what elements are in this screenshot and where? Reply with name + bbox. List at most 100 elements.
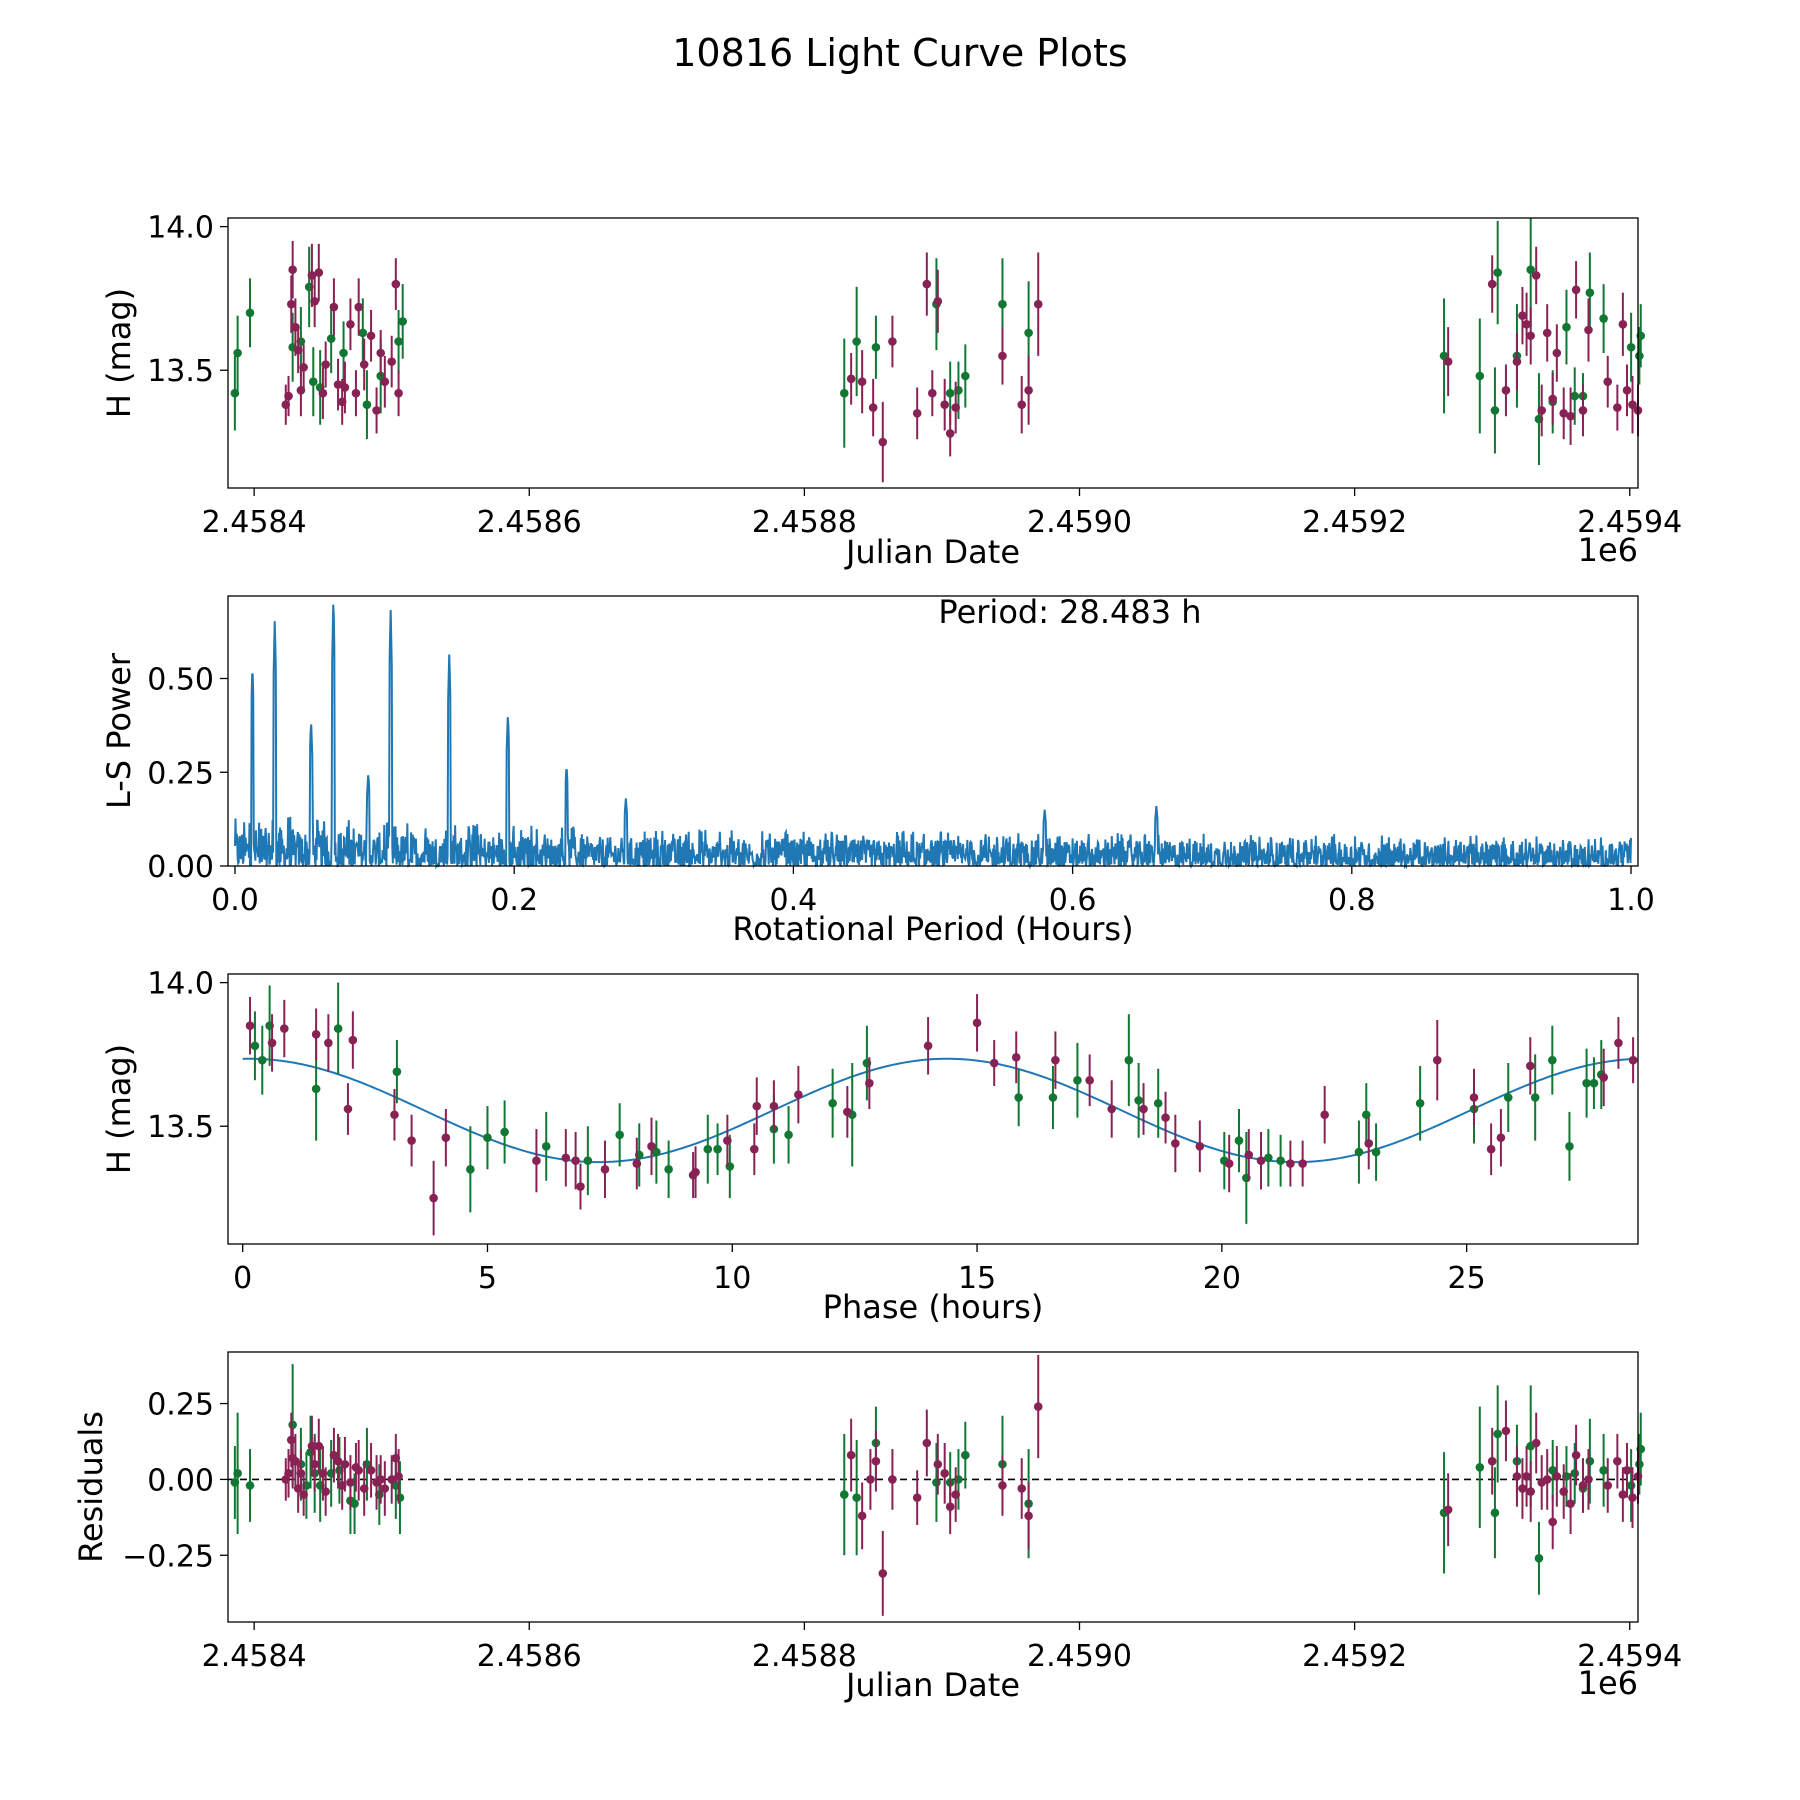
x-tick-label: 0.6 bbox=[1049, 883, 1097, 918]
data-point bbox=[541, 1142, 551, 1151]
data-point bbox=[250, 1041, 260, 1051]
data-point bbox=[324, 1038, 333, 1048]
data-point bbox=[466, 1165, 475, 1174]
residuals-x-ticks: 2.4584 2.4586 2.4588 2.4590 2.4592 2.4594 bbox=[202, 1622, 1682, 1674]
data-point bbox=[1011, 1052, 1021, 1062]
data-point bbox=[713, 1144, 722, 1154]
phased-y-ticks: 13.5 14.0 bbox=[147, 967, 228, 1145]
data-point bbox=[407, 1136, 416, 1145]
lightcurve-x-label: Julian Date bbox=[844, 533, 1020, 571]
data-point bbox=[311, 1084, 321, 1094]
data-point bbox=[1635, 1459, 1644, 1469]
data-point bbox=[284, 391, 293, 401]
data-point bbox=[1503, 1093, 1513, 1102]
period-annotation: Period: 28.483 h bbox=[938, 593, 1201, 631]
data-point bbox=[615, 1130, 624, 1140]
data-point bbox=[1371, 1147, 1381, 1157]
data-point bbox=[878, 437, 888, 447]
x-tick-label: 2.4588 bbox=[752, 1639, 857, 1674]
data-point bbox=[288, 265, 297, 275]
data-point bbox=[945, 1502, 955, 1512]
x-tick-label: 20 bbox=[1203, 1261, 1241, 1296]
y-tick-label: 13.5 bbox=[147, 354, 214, 389]
data-point bbox=[1626, 342, 1636, 352]
x-tick-label: 0.2 bbox=[490, 883, 538, 918]
data-point bbox=[652, 1147, 661, 1157]
data-point bbox=[1486, 1144, 1496, 1154]
data-point bbox=[839, 388, 849, 398]
data-point bbox=[1033, 299, 1043, 309]
fit-curve bbox=[242, 1057, 1638, 1164]
phased-frame bbox=[227, 973, 1639, 1245]
data-point bbox=[1571, 285, 1581, 295]
data-point bbox=[380, 377, 390, 387]
data-point bbox=[1244, 1150, 1254, 1160]
phased-x-ticks: 0 5 10 15 20 25 bbox=[233, 1244, 1486, 1296]
periodogram-plot-area bbox=[233, 604, 1633, 870]
data-point bbox=[326, 334, 336, 343]
data-point bbox=[945, 429, 955, 438]
data-point bbox=[703, 1144, 713, 1154]
data-point bbox=[314, 1441, 324, 1451]
data-point bbox=[647, 1142, 656, 1151]
data-point bbox=[318, 388, 328, 398]
data-point bbox=[1256, 1156, 1266, 1166]
data-point bbox=[1017, 400, 1027, 410]
data-point bbox=[1618, 319, 1628, 329]
data-point bbox=[1537, 406, 1547, 415]
x-tick-label: 2.4594 bbox=[1577, 1639, 1682, 1674]
data-point bbox=[1531, 271, 1541, 280]
periodogram-panel: 0.0 0.2 0.4 0.6 0.8 1.0 0.00 0.25 0.50 Period: … bbox=[100, 593, 1655, 948]
phased-y-label: H (mag) bbox=[100, 1044, 138, 1174]
data-point bbox=[1512, 357, 1522, 366]
lightcurve-panel: 2.4584 2.4586 2.4588 2.4590 2.4592 2.4594 13.… bbox=[100, 211, 1682, 571]
data-point bbox=[310, 1459, 319, 1469]
data-point bbox=[441, 1133, 451, 1143]
y-tick-label: 13.5 bbox=[147, 1110, 214, 1145]
data-point bbox=[387, 357, 396, 366]
data-point bbox=[940, 400, 949, 410]
data-point bbox=[1512, 1472, 1522, 1481]
data-point bbox=[583, 1156, 593, 1166]
data-point bbox=[1559, 1487, 1569, 1496]
data-point bbox=[923, 1041, 933, 1051]
data-point bbox=[291, 1456, 300, 1466]
data-point bbox=[888, 1475, 897, 1484]
lightcurve-x-ticks: 2.4584 2.4586 2.4588 2.4590 2.4592 2.4594 bbox=[202, 488, 1682, 540]
residuals-y-label: Residuals bbox=[72, 1411, 110, 1563]
data-point bbox=[1613, 403, 1622, 412]
data-point bbox=[1534, 1553, 1544, 1563]
data-point bbox=[922, 1438, 932, 1448]
residuals-x-label: Julian Date bbox=[844, 1666, 1020, 1704]
data-point bbox=[1531, 1438, 1541, 1448]
data-point bbox=[354, 1466, 363, 1475]
data-point bbox=[828, 1098, 837, 1108]
x-tick-label: 5 bbox=[478, 1261, 497, 1296]
data-point bbox=[333, 1456, 343, 1466]
periodogram-y-ticks: 0.00 0.25 0.50 bbox=[147, 663, 228, 885]
data-point bbox=[1475, 1462, 1485, 1472]
y-tick-label: 0.00 bbox=[147, 850, 214, 885]
data-point bbox=[1033, 1402, 1043, 1411]
data-point bbox=[1622, 386, 1632, 395]
data-point bbox=[1320, 1110, 1329, 1120]
y-tick-label: 0.50 bbox=[147, 663, 214, 698]
data-point bbox=[857, 1511, 867, 1521]
data-point bbox=[354, 302, 363, 312]
data-point bbox=[1518, 311, 1527, 320]
data-point bbox=[376, 1475, 385, 1484]
data-point bbox=[358, 328, 368, 338]
data-point bbox=[1361, 1110, 1371, 1120]
data-point bbox=[998, 351, 1007, 361]
data-point bbox=[1571, 1450, 1581, 1460]
data-point bbox=[288, 1420, 297, 1430]
power-line bbox=[233, 604, 1633, 870]
data-point bbox=[394, 1472, 403, 1481]
data-point bbox=[571, 1156, 580, 1166]
data-point bbox=[1578, 1481, 1588, 1490]
y-tick-label: 0.25 bbox=[147, 756, 214, 791]
data-point bbox=[1548, 394, 1558, 404]
data-point bbox=[1024, 1511, 1033, 1521]
data-point bbox=[1614, 1038, 1623, 1048]
data-point bbox=[1635, 351, 1644, 361]
